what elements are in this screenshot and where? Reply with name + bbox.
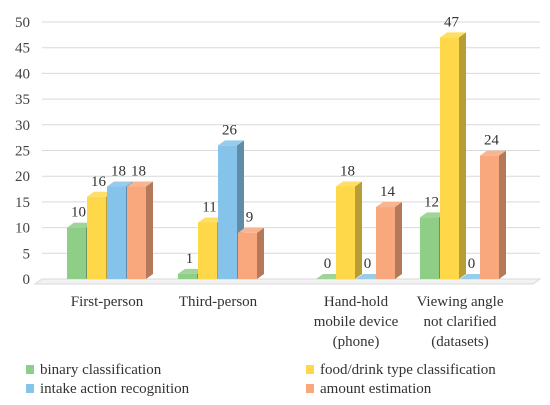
legend-swatch	[26, 384, 34, 393]
y-tick-label: 25	[15, 144, 30, 160]
legend-item: amount estimation	[306, 381, 432, 397]
x-category-label: Third-person	[179, 294, 258, 310]
x-category-label: Viewing angle not clarified (datasets)	[417, 294, 504, 350]
y-tick-label: 5	[23, 246, 31, 262]
gridlines	[33, 21, 542, 285]
y-tick-label: 30	[15, 118, 30, 134]
data-label: 26	[222, 122, 238, 138]
y-tick-label: 50	[15, 15, 30, 31]
legend-label: binary classification	[40, 362, 162, 378]
data-label: 47	[444, 14, 460, 30]
legend-swatch	[26, 365, 34, 374]
data-label: 12	[424, 194, 439, 210]
x-category-label: First-person	[71, 294, 144, 310]
bar	[316, 274, 342, 280]
bar	[440, 32, 466, 279]
bar	[376, 202, 402, 279]
x-category-label: Hand-hold mobile device (phone)	[314, 294, 399, 350]
data-label: 1	[186, 251, 194, 267]
y-tick-label: 35	[15, 92, 30, 108]
bar	[480, 150, 506, 279]
y-tick-label: 10	[15, 221, 30, 237]
data-label: 11	[202, 199, 216, 215]
y-tick-label: 40	[15, 66, 30, 82]
legend-item: binary classification	[26, 362, 162, 378]
x-axis-categories: First-person Third-person Hand-hold mobile …	[71, 294, 504, 350]
legend-item: food/drink type classification	[306, 362, 496, 378]
bar	[238, 227, 264, 279]
data-label: 18	[111, 163, 126, 179]
y-axis-ticks: 0 5 10 15 20 25 30 35 40 45 50	[15, 15, 30, 288]
legend-swatch	[306, 365, 314, 374]
data-label: 9	[246, 210, 254, 226]
data-label: 10	[71, 205, 86, 221]
legend-swatch	[306, 384, 314, 393]
data-label: 0	[324, 256, 332, 272]
legend-label: food/drink type classification	[320, 362, 496, 378]
data-label: 0	[364, 256, 372, 272]
data-label: 16	[91, 174, 107, 190]
data-label: 0	[468, 256, 476, 272]
y-tick-label: 45	[15, 41, 30, 57]
y-tick-label: 0	[23, 272, 31, 288]
data-label: 24	[484, 133, 500, 149]
legend-label: intake action recognition	[40, 381, 190, 397]
bar	[356, 274, 382, 280]
legend-label: amount estimation	[320, 381, 432, 397]
data-label: 18	[131, 163, 146, 179]
bar	[127, 181, 153, 279]
y-tick-label: 15	[15, 195, 30, 211]
data-label: 14	[380, 184, 396, 200]
bar	[460, 274, 486, 280]
y-tick-label: 20	[15, 169, 30, 185]
bars	[67, 32, 506, 280]
legend: binary classification food/drink type cla…	[26, 362, 496, 397]
data-label: 18	[340, 163, 355, 179]
bar	[336, 181, 362, 279]
chart-floor	[33, 278, 542, 285]
legend-item: intake action recognition	[26, 381, 190, 397]
